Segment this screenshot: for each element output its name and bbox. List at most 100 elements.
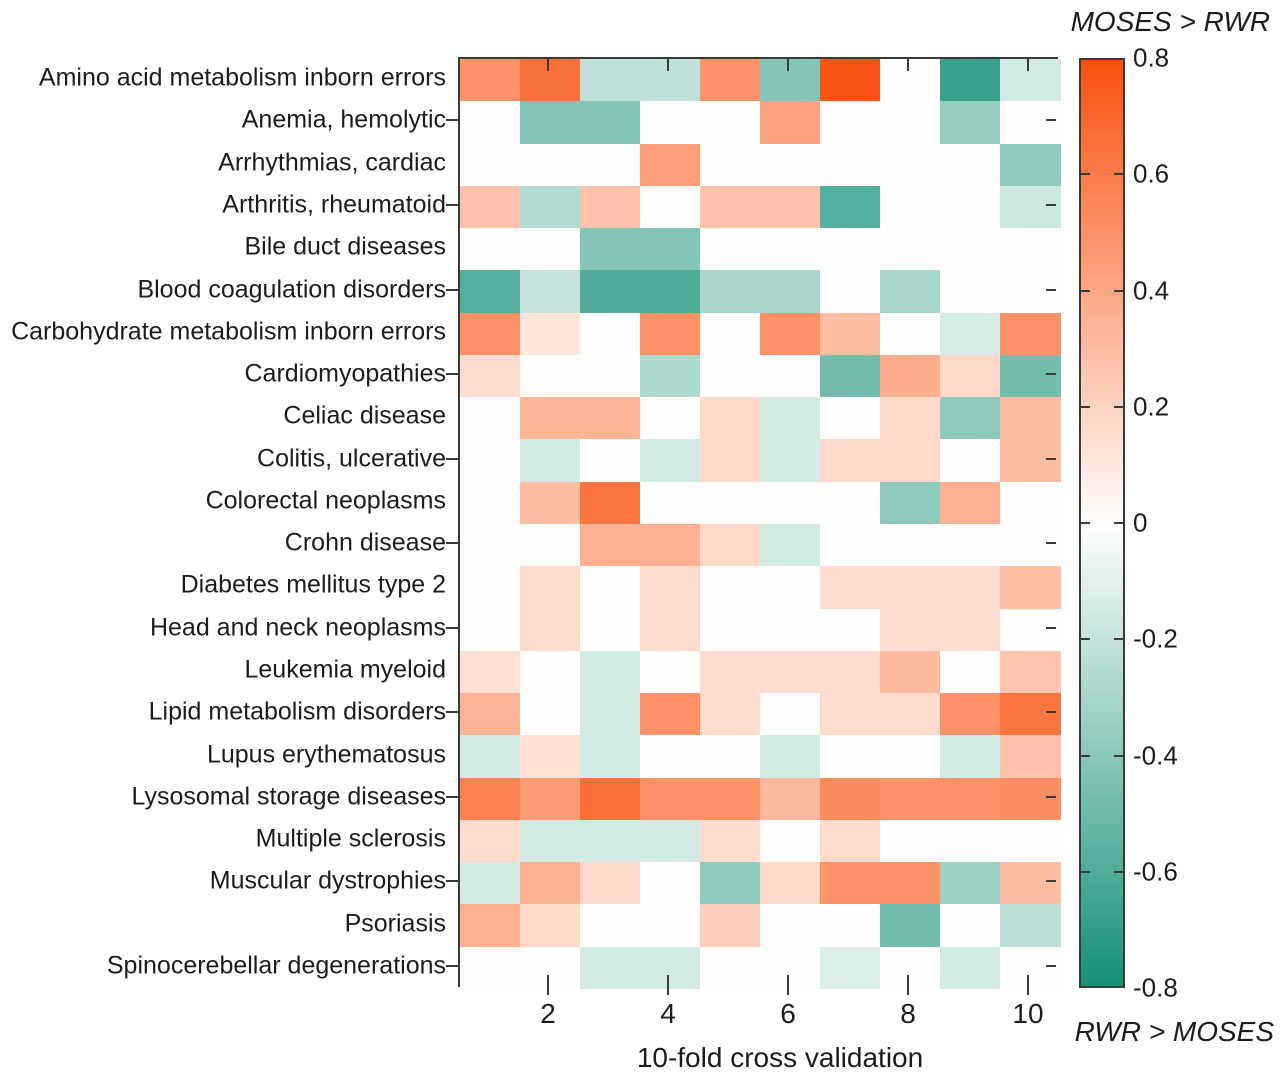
heatmap-cell [1000,59,1061,102]
heatmap-cell [700,143,761,187]
heatmap-cell [940,354,1001,398]
axis-tick [446,795,458,798]
heatmap-cell [700,693,761,736]
heatmap-cell [1000,185,1061,229]
heatmap-cell [640,143,701,187]
heatmap-cell [640,354,701,398]
heatmap-cell [880,143,941,187]
axis-tick [787,59,789,71]
heatmap-cell [580,185,641,229]
row-label: Carbohydrate metabolism inborn errors [11,317,446,346]
x-tick-label: 6 [780,998,796,1029]
axis-tick [1081,754,1090,757]
heatmap-cell [580,862,641,905]
heatmap-cell [880,185,941,229]
heatmap-cell [760,397,821,440]
heatmap-cell [580,439,641,483]
heatmap-cell [520,397,581,440]
heatmap-cell [760,439,821,483]
heatmap-cell [460,59,521,102]
heatmap-cell [760,185,821,229]
heatmap-cell [520,819,581,863]
heatmap-cell [700,59,761,102]
row-label: Multiple sclerosis [255,824,446,853]
heatmap-cell [880,693,941,736]
heatmap-cell [820,312,881,356]
heatmap-cell [760,693,821,736]
heatmap-cell [460,566,521,610]
colorbar-tick-label: 0.4 [1133,275,1170,305]
heatmap-cell [940,650,1001,694]
heatmap-cell [760,312,821,356]
heatmap-cell [880,819,941,863]
row-label: Lupus erythematosus [206,740,446,768]
heatmap-cell [880,777,941,821]
heatmap-cell [940,185,1001,229]
heatmap-cell [700,354,761,398]
heatmap-cell [1000,312,1061,356]
x-tick-label: 8 [900,998,916,1029]
heatmap-cell [520,566,581,610]
axis-tick [446,373,458,376]
heatmap-cell [880,270,941,314]
heatmap-cell [580,693,641,736]
heatmap-cell [1000,819,1061,863]
heatmap-cell [1000,693,1061,736]
axis-tick [446,288,458,291]
heatmap-cell [460,904,521,948]
heatmap-cell [520,481,581,525]
heatmap-cell [1000,354,1061,398]
axis-tick [1046,711,1056,714]
heatmap-cell [520,650,581,694]
heatmap-plot-area [458,57,1061,990]
heatmap-cell [520,608,581,652]
colorbar-tick-label: -0.4 [1133,740,1178,770]
heatmap-cell [640,481,701,525]
heatmap-cell [580,566,641,610]
heatmap-cell [700,397,761,440]
heatmap-cell [1000,777,1061,821]
heatmap-cell [460,693,521,736]
heatmap-cell [760,777,821,821]
heatmap-cell [760,354,821,398]
axis-tick [1081,405,1090,408]
heatmap-cell [820,270,881,314]
row-label: Celiac disease [283,401,446,430]
row-label: Head and neck neoplasms [149,613,446,642]
axis-tick [1081,289,1090,292]
axis-tick [446,711,458,714]
heatmap-cell [580,270,641,314]
heatmap-cell [460,312,521,356]
heatmap-cell [1000,439,1061,483]
heatmap-cell [940,312,1001,356]
heatmap-cell [820,185,881,229]
heatmap-cell [580,904,641,948]
heatmap-cell [640,397,701,440]
heatmap-cell [1000,101,1061,145]
heatmap-cell [940,524,1001,567]
heatmap-cell [1000,270,1061,314]
heatmap-cell [520,946,581,990]
row-label: Lipid metabolism disorders [148,697,446,726]
heatmap-cell [820,904,881,948]
heatmap-cell [940,819,1001,863]
heatmap-cell [580,228,641,271]
heatmap-cell [580,524,641,567]
heatmap-cell [940,862,1001,905]
axis-tick [1046,203,1056,206]
row-label: Spinocerebellar degenerations [106,951,446,980]
heatmap-cell [820,101,881,145]
colorbar-tick-label: 0.8 [1133,42,1170,73]
heatmap-cell [760,270,821,314]
heatmap-cell [760,143,821,187]
heatmap-cell [640,904,701,948]
heatmap-cell [460,397,521,440]
heatmap-cell [940,904,1001,948]
colorbar-bottom-label: RWR > MOSES [1074,1016,1274,1047]
heatmap-cell [940,143,1001,187]
heatmap-cell [940,777,1001,821]
heatmap-cell [520,354,581,398]
heatmap-cell [880,566,941,610]
heatmap-cell [460,228,521,271]
heatmap-cell [580,143,641,187]
